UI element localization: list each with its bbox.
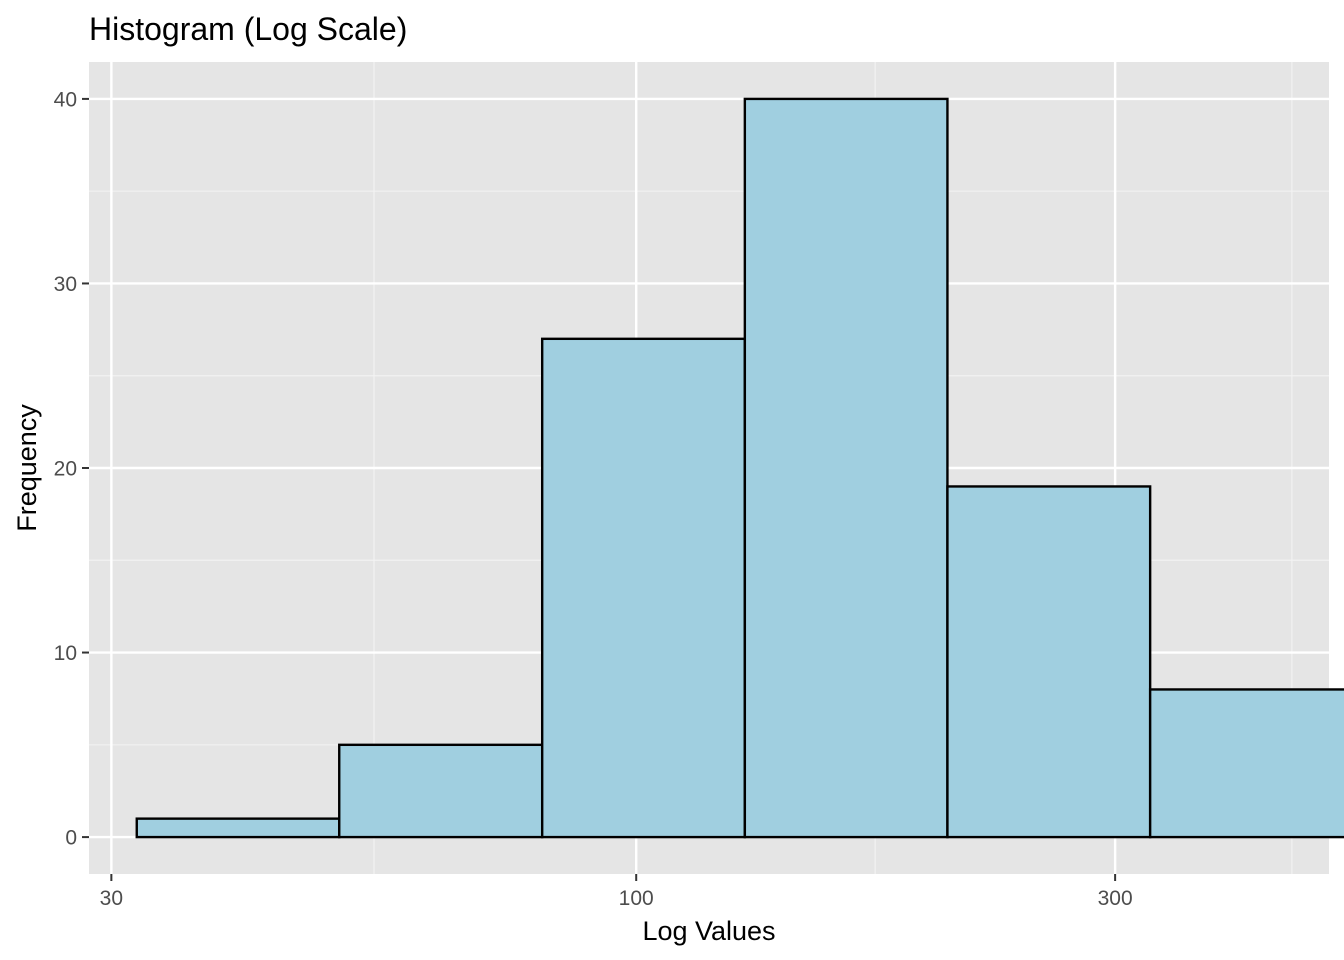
chart-title: Histogram (Log Scale) [89,11,407,47]
y-tick-label: 20 [54,458,77,481]
histogram-bar-3 [540,337,747,839]
x-tick-label: 300 [1098,887,1133,910]
y-axis-title: Frequency [12,404,42,532]
histogram-bar-6 [1148,688,1344,839]
y-tick-label: 30 [54,273,77,296]
x-axis: 30 100 300 [100,874,1133,910]
histogram-bar-5 [946,485,1152,839]
histogram-bar-4 [743,97,949,839]
y-tick-label: 10 [54,642,77,665]
x-axis-title: Log Values [642,916,775,946]
histogram-bars [135,97,1344,839]
histogram-bar-2 [338,743,544,839]
y-tick-label: 0 [65,827,77,850]
x-tick-label: 30 [100,887,123,910]
histogram-bar-1 [135,817,341,839]
y-axis: 0 10 20 30 40 [54,88,89,850]
y-tick-label: 40 [54,88,77,111]
x-tick-label: 100 [619,887,654,910]
